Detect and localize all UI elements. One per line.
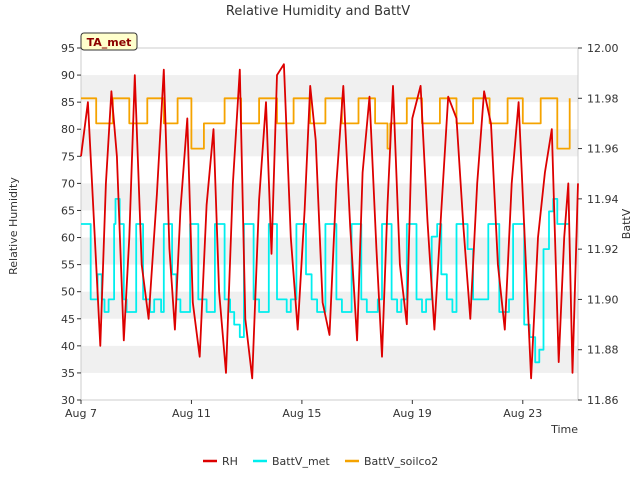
y-left-tick-label: 40 [61, 340, 75, 353]
y-axis-right-title: BattV [620, 208, 633, 239]
x-tick-label: Aug 23 [503, 407, 542, 420]
x-tick-label: Aug 15 [282, 407, 321, 420]
y-right-tick-label: 11.96 [587, 143, 619, 156]
y-left-tick-label: 85 [61, 96, 75, 109]
y-left-tick-label: 70 [61, 177, 75, 190]
y-left-tick-label: 75 [61, 150, 75, 163]
grid-band [81, 237, 578, 265]
ta-met-badge: TA_met [80, 32, 138, 51]
x-tick-label: Aug 7 [65, 407, 97, 420]
series-lines [80, 63, 579, 380]
grid-band [81, 129, 578, 157]
y-left-tick-label: 80 [61, 123, 75, 136]
y-left-tick-label: 35 [61, 367, 75, 380]
x-axis-title: Time [550, 423, 578, 436]
y-right-tick-label: 12.00 [587, 42, 619, 55]
series-line-rh [80, 63, 579, 380]
y-right-tick-label: 11.86 [587, 394, 619, 407]
x-axis: Aug 7 Aug 11 Aug 15 Aug 19 Aug 23 [65, 400, 542, 420]
series-line-battv-soilco2 [81, 97, 571, 150]
x-tick-label: Aug 11 [172, 407, 211, 420]
y-left-tick-label: 55 [61, 259, 75, 272]
y-left-tick-label: 95 [61, 42, 75, 55]
x-tick-label: Aug 19 [393, 407, 432, 420]
y-right-tick-label: 11.88 [587, 344, 619, 357]
legend-label: BattV_soilco2 [364, 455, 438, 468]
series-line-battv-met [81, 197, 570, 364]
y-right-tick-label: 11.90 [587, 293, 619, 306]
y-left-tick-label: 90 [61, 69, 75, 82]
y-axis-left: 30 35 40 45 50 55 60 65 70 75 80 85 90 95 [61, 42, 81, 407]
legend: RH BattV_met BattV_soilco2 [203, 455, 438, 468]
legend-label: BattV_met [272, 455, 330, 468]
y-left-tick-label: 30 [61, 394, 75, 407]
chart-title: Relative Humidity and BattV [226, 4, 410, 19]
y-axis-left-title: Relative Humidity [7, 177, 20, 275]
y-axis-right: 11.86 11.88 11.90 11.92 11.94 11.96 11.98 12.00 [578, 42, 619, 407]
y-left-tick-label: 60 [61, 232, 75, 245]
grid-bands [81, 75, 578, 373]
y-right-tick-label: 11.92 [587, 243, 619, 256]
y-right-tick-label: 11.94 [587, 193, 619, 206]
y-left-tick-label: 65 [61, 204, 75, 217]
ta-met-badge-label: TA_met [87, 36, 132, 49]
grid-band [81, 345, 578, 373]
y-left-tick-label: 45 [61, 313, 75, 326]
y-left-tick-label: 50 [61, 286, 75, 299]
legend-label: RH [222, 455, 238, 468]
y-right-tick-label: 11.98 [587, 92, 619, 105]
